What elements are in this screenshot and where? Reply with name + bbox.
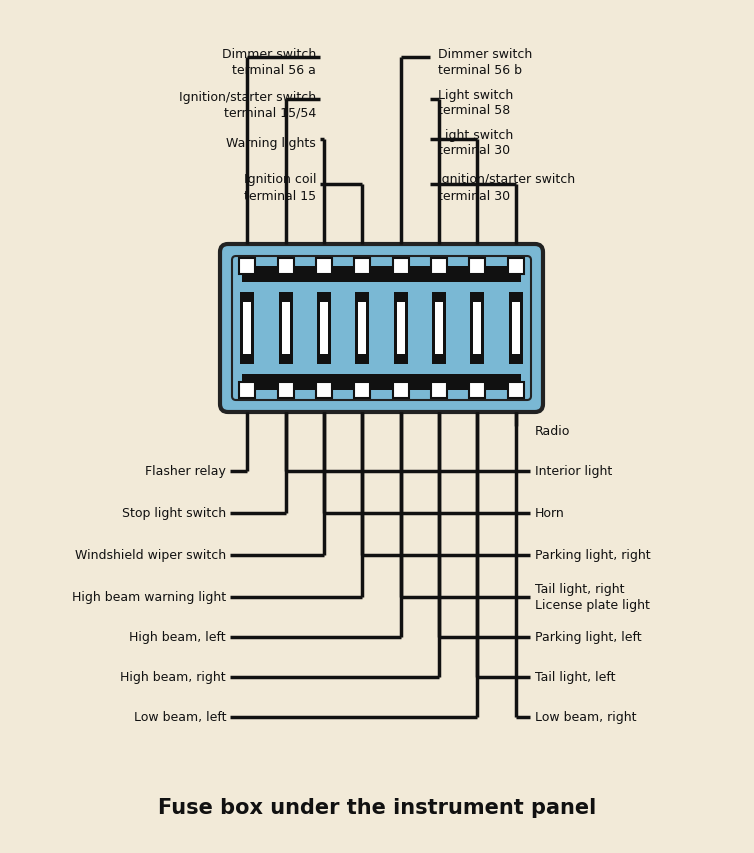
Bar bbox=[507, 382, 524, 398]
Bar bbox=[397, 303, 405, 355]
Text: Parking light, right: Parking light, right bbox=[535, 548, 651, 562]
Text: Tail light, left: Tail light, left bbox=[535, 670, 615, 684]
Text: High beam, right: High beam, right bbox=[121, 670, 226, 684]
Bar bbox=[244, 303, 251, 355]
Text: Warning lights: Warning lights bbox=[226, 136, 316, 149]
Text: Fuse box under the instrument panel: Fuse box under the instrument panel bbox=[158, 797, 596, 817]
Bar bbox=[316, 382, 332, 398]
Text: High beam, left: High beam, left bbox=[130, 630, 226, 644]
Bar bbox=[393, 258, 409, 275]
Bar bbox=[358, 303, 366, 355]
Bar bbox=[277, 382, 293, 398]
Text: Radio: Radio bbox=[535, 425, 570, 438]
Bar bbox=[394, 293, 408, 364]
Bar bbox=[354, 258, 370, 275]
Bar bbox=[320, 303, 328, 355]
Bar bbox=[509, 293, 523, 364]
Bar bbox=[507, 258, 524, 275]
Bar bbox=[316, 258, 332, 275]
Text: Dimmer switch
terminal 56 a: Dimmer switch terminal 56 a bbox=[222, 48, 316, 77]
Bar bbox=[470, 293, 484, 364]
Bar bbox=[242, 374, 521, 391]
Bar bbox=[435, 303, 443, 355]
Text: Interior light: Interior light bbox=[535, 465, 612, 478]
Bar bbox=[317, 293, 331, 364]
Bar bbox=[431, 382, 447, 398]
Bar bbox=[355, 293, 369, 364]
Bar bbox=[242, 267, 521, 282]
Bar bbox=[239, 258, 255, 275]
Bar bbox=[278, 293, 293, 364]
Text: Ignition/starter switch
terminal 15/54: Ignition/starter switch terminal 15/54 bbox=[179, 90, 316, 119]
Bar bbox=[470, 258, 486, 275]
Text: Parking light, left: Parking light, left bbox=[535, 630, 642, 644]
Text: Dimmer switch
terminal 56 b: Dimmer switch terminal 56 b bbox=[438, 48, 532, 77]
Text: Light switch
terminal 58: Light switch terminal 58 bbox=[438, 89, 513, 118]
Text: Ignition coil
terminal 15: Ignition coil terminal 15 bbox=[244, 173, 316, 202]
Bar bbox=[474, 303, 482, 355]
Bar bbox=[281, 303, 290, 355]
Text: Windshield wiper switch: Windshield wiper switch bbox=[75, 548, 226, 562]
Bar bbox=[432, 293, 446, 364]
Text: Ignition/starter switch
terminal 30: Ignition/starter switch terminal 30 bbox=[438, 173, 575, 202]
Bar bbox=[277, 258, 293, 275]
Bar bbox=[470, 382, 486, 398]
Text: Light switch
terminal 30: Light switch terminal 30 bbox=[438, 128, 513, 157]
Bar bbox=[431, 258, 447, 275]
Text: Low beam, right: Low beam, right bbox=[535, 711, 636, 723]
Bar bbox=[239, 382, 255, 398]
Text: High beam warning light: High beam warning light bbox=[72, 591, 226, 604]
FancyBboxPatch shape bbox=[220, 245, 543, 413]
Text: Horn: Horn bbox=[535, 507, 565, 519]
Bar bbox=[354, 382, 370, 398]
Text: Low beam, left: Low beam, left bbox=[133, 711, 226, 723]
Text: Stop light switch: Stop light switch bbox=[122, 507, 226, 519]
Bar bbox=[241, 293, 254, 364]
Bar bbox=[393, 382, 409, 398]
Bar bbox=[512, 303, 520, 355]
Text: Flasher relay: Flasher relay bbox=[145, 465, 226, 478]
Text: Tail light, right
License plate light: Tail light, right License plate light bbox=[535, 583, 650, 612]
